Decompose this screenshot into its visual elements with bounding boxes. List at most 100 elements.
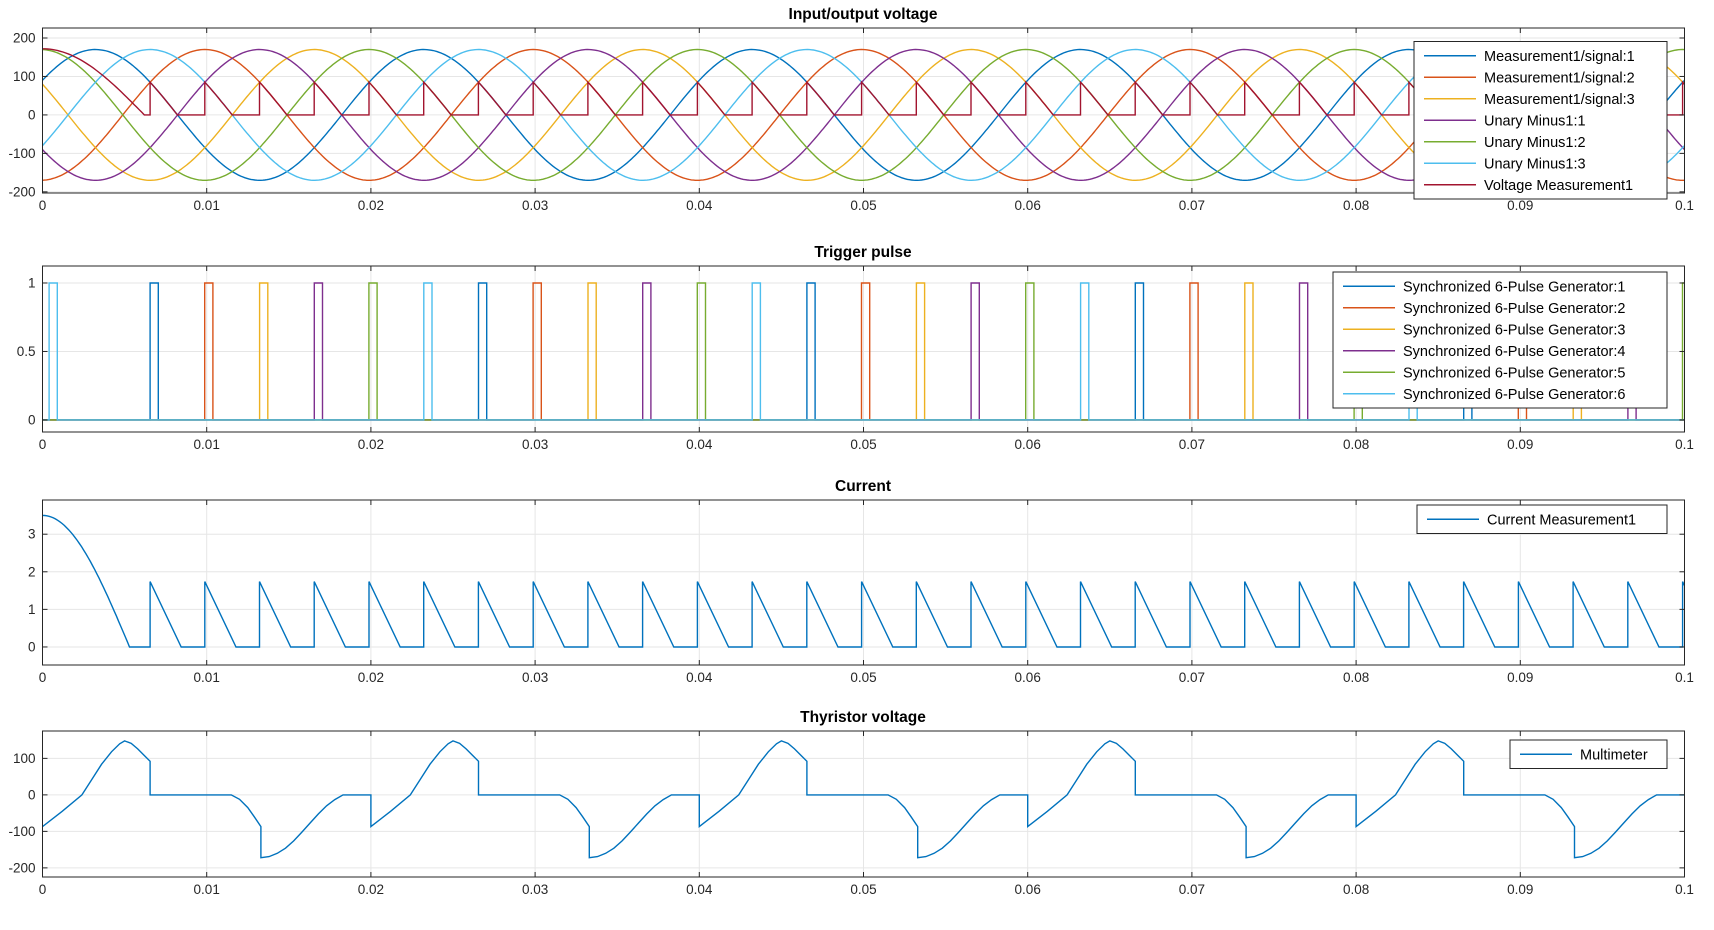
x-tick-label: 0.03 bbox=[522, 882, 548, 897]
y-tick-label: 2 bbox=[28, 564, 36, 579]
plot-title-input-output-voltage: Input/output voltage bbox=[788, 6, 938, 23]
x-tick-label: 0.06 bbox=[1015, 882, 1041, 897]
y-tick-label: 0 bbox=[28, 412, 36, 427]
axes-box bbox=[42, 730, 1685, 878]
tick-labels: 0 0.01 0.02 0.03 0.04 0.05 0.06 0.07 0.08 0.09 0.1… bbox=[28, 527, 1694, 685]
x-tick-label: 0.04 bbox=[686, 670, 713, 685]
legend-label: Synchronized 6-Pulse Generator:4 bbox=[1403, 344, 1625, 360]
legend-label: Synchronized 6-Pulse Generator:2 bbox=[1403, 301, 1625, 317]
y-tick-label: 0.5 bbox=[17, 344, 36, 359]
x-tick-label: 0.01 bbox=[194, 437, 220, 452]
subplot-0: 0 0.01 0.02 0.03 0.04 0.05 0.06 0.07 0.08 0.09 0.1… bbox=[8, 27, 1694, 214]
x-tick-label: 0 bbox=[39, 670, 47, 685]
plot-title-current: Current bbox=[835, 478, 891, 495]
x-tick-label: 0.1 bbox=[1675, 437, 1694, 452]
series-group bbox=[42, 514, 1685, 648]
legend[interactable]: Current Measurement1 bbox=[1416, 504, 1668, 534]
x-tick-label: 0.09 bbox=[1507, 670, 1533, 685]
x-tick-label: 0 bbox=[39, 882, 47, 897]
x-tick-label: 0.06 bbox=[1015, 670, 1041, 685]
plot-title-trigger-pulse: Trigger pulse bbox=[814, 244, 912, 261]
legend-label: Measurement1/signal:3 bbox=[1484, 92, 1635, 108]
legend-label: Unary Minus1:1 bbox=[1484, 113, 1586, 129]
x-tick-label: 0.03 bbox=[522, 198, 548, 213]
x-tick-label: 0.09 bbox=[1507, 437, 1533, 452]
y-tick-label: 0 bbox=[28, 787, 36, 802]
x-tick-label: 0.09 bbox=[1507, 198, 1533, 213]
legend[interactable]: Synchronized 6-Pulse Generator:1 Synchron… bbox=[1332, 271, 1668, 409]
x-tick-label: 0.03 bbox=[522, 437, 548, 452]
x-tick-label: 0.05 bbox=[850, 198, 876, 213]
x-tick-label: 0.04 bbox=[686, 882, 713, 897]
x-tick-label: 0.08 bbox=[1343, 882, 1369, 897]
legend-label: Measurement1/signal:2 bbox=[1484, 70, 1635, 86]
axes-box bbox=[42, 27, 1685, 194]
legend-label: Measurement1/signal:1 bbox=[1484, 49, 1635, 65]
x-tick-label: 0.01 bbox=[194, 670, 220, 685]
y-tick-label: -200 bbox=[8, 184, 35, 199]
y-tick-label: 1 bbox=[28, 602, 36, 617]
series-group bbox=[42, 48, 1685, 181]
x-tick-label: 0.02 bbox=[358, 882, 384, 897]
x-tick-label: 0 bbox=[39, 437, 47, 452]
y-tick-label: 0 bbox=[28, 639, 36, 654]
y-tick-label: 200 bbox=[13, 31, 36, 46]
x-tick-label: 0.02 bbox=[358, 198, 384, 213]
y-tick-label: 0 bbox=[28, 107, 36, 122]
x-tick-label: 0.01 bbox=[194, 198, 220, 213]
x-tick-label: 0.05 bbox=[850, 670, 876, 685]
subplot-1: 0 0.01 0.02 0.03 0.04 0.05 0.06 0.07 0.08 0.09 0.1… bbox=[17, 265, 1694, 452]
subplot-3: 0 0.01 0.02 0.03 0.04 0.05 0.06 0.07 0.08 0.09 0.1… bbox=[8, 730, 1694, 897]
x-tick-label: 0.08 bbox=[1343, 198, 1369, 213]
y-tick-label: 1 bbox=[28, 275, 36, 290]
x-tick-label: 0.03 bbox=[522, 670, 548, 685]
y-tick-label: 3 bbox=[28, 527, 36, 542]
legend-label: Multimeter bbox=[1580, 747, 1648, 763]
legend-label: Unary Minus1:3 bbox=[1484, 156, 1586, 172]
y-tick-label: -200 bbox=[8, 860, 35, 875]
x-tick-label: 0.1 bbox=[1675, 882, 1694, 897]
y-tick-label: 100 bbox=[13, 751, 36, 766]
axes-box bbox=[42, 265, 1685, 433]
series-Measurement1/signal:2 bbox=[42, 48, 1685, 181]
legend-label: Synchronized 6-Pulse Generator:3 bbox=[1403, 322, 1625, 338]
x-tick-label: 0.09 bbox=[1507, 882, 1533, 897]
series-Current Measurement1 bbox=[42, 514, 1685, 648]
legend[interactable]: Multimeter bbox=[1509, 739, 1668, 769]
x-tick-label: 0.08 bbox=[1343, 670, 1369, 685]
x-tick-label: 0.07 bbox=[1179, 437, 1205, 452]
legend-label: Synchronized 6-Pulse Generator:5 bbox=[1403, 365, 1625, 381]
x-tick-label: 0.05 bbox=[850, 882, 876, 897]
legend-label: Synchronized 6-Pulse Generator:6 bbox=[1403, 387, 1625, 403]
x-tick-label: 0.05 bbox=[850, 437, 876, 452]
x-tick-label: 0.04 bbox=[686, 198, 713, 213]
y-tick-label: -100 bbox=[8, 146, 35, 161]
tick-labels: 0 0.01 0.02 0.03 0.04 0.05 0.06 0.07 0.08 0.09 0.1… bbox=[17, 275, 1694, 452]
series-Measurement1/signal:3 bbox=[42, 48, 1685, 181]
y-tick-label: -100 bbox=[8, 824, 35, 839]
series-group bbox=[42, 740, 1685, 859]
subplot-2: 0 0.01 0.02 0.03 0.04 0.05 0.06 0.07 0.08 0.09 0.1… bbox=[28, 499, 1694, 685]
plot-title-thyristor-voltage: Thyristor voltage bbox=[800, 709, 926, 726]
grid bbox=[42, 500, 1685, 665]
series-Measurement1/signal:1 bbox=[42, 48, 1685, 181]
x-tick-label: 0.04 bbox=[686, 437, 713, 452]
x-tick-label: 0.02 bbox=[358, 437, 384, 452]
legend-label: Unary Minus1:2 bbox=[1484, 135, 1586, 151]
x-tick-label: 0.02 bbox=[358, 670, 384, 685]
x-tick-label: 0.07 bbox=[1179, 670, 1205, 685]
series-Multimeter bbox=[42, 740, 1685, 859]
x-tick-label: 0 bbox=[39, 198, 47, 213]
x-tick-label: 0.07 bbox=[1179, 882, 1205, 897]
tick-labels: 0 0.01 0.02 0.03 0.04 0.05 0.06 0.07 0.08 0.09 0.1… bbox=[8, 751, 1693, 897]
x-tick-label: 0.1 bbox=[1675, 670, 1694, 685]
legend-label: Current Measurement1 bbox=[1487, 512, 1636, 528]
tick-labels: 0 0.01 0.02 0.03 0.04 0.05 0.06 0.07 0.08 0.09 0.1… bbox=[8, 31, 1693, 214]
x-tick-label: 0.07 bbox=[1179, 198, 1205, 213]
x-tick-label: 0.08 bbox=[1343, 437, 1369, 452]
x-tick-label: 0.1 bbox=[1675, 198, 1694, 213]
axes-box bbox=[42, 499, 1685, 666]
legend[interactable]: Measurement1/signal:1 Measurement1/signal… bbox=[1413, 41, 1668, 200]
